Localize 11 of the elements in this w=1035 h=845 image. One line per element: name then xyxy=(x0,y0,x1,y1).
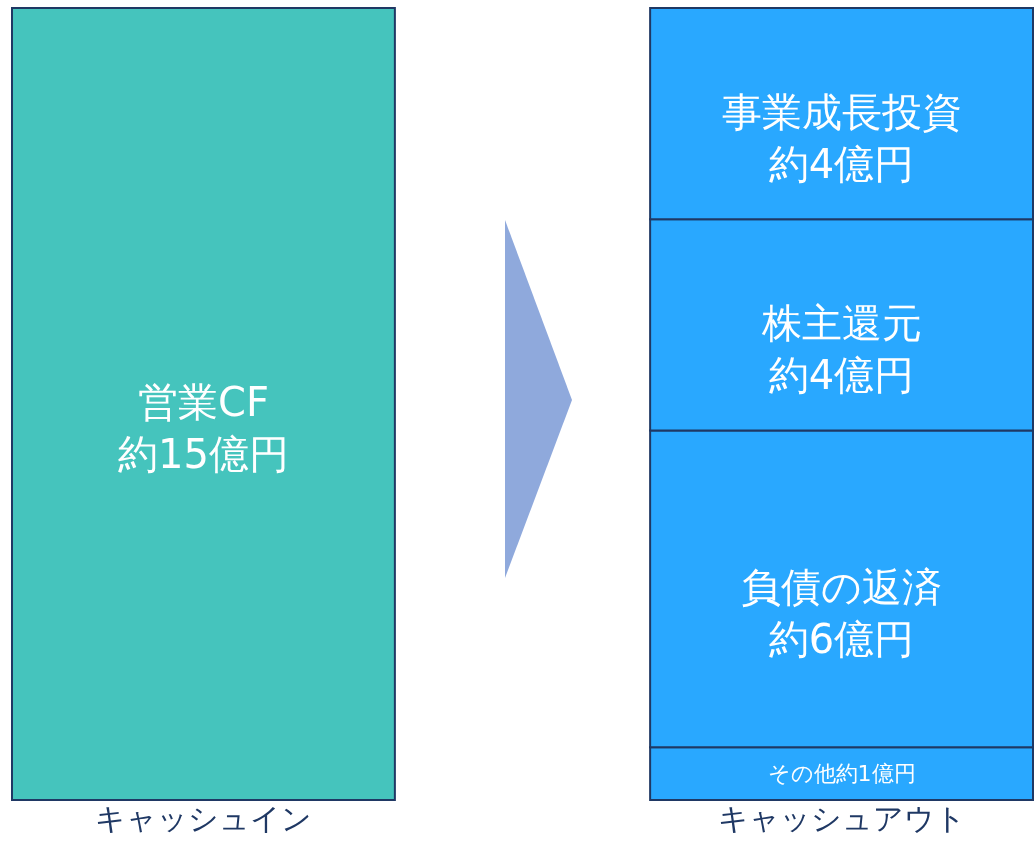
series-label: 営業CF xyxy=(137,379,269,425)
data-label: 約4億円 xyxy=(768,140,915,187)
x-tick-label: キャッシュイン xyxy=(94,800,312,836)
x-tick-label: キャッシュアウト xyxy=(717,800,966,836)
data-label: 約6億円 xyxy=(768,615,915,662)
data-label: 約4億円 xyxy=(768,351,915,398)
series-label: 負債の返済 xyxy=(741,563,943,610)
data-label: 約15億円 xyxy=(117,431,289,477)
series-label: 事業成長投資 xyxy=(721,88,962,135)
text: その他約1億円 xyxy=(767,760,916,786)
series-label: 株主還元 xyxy=(760,299,922,346)
